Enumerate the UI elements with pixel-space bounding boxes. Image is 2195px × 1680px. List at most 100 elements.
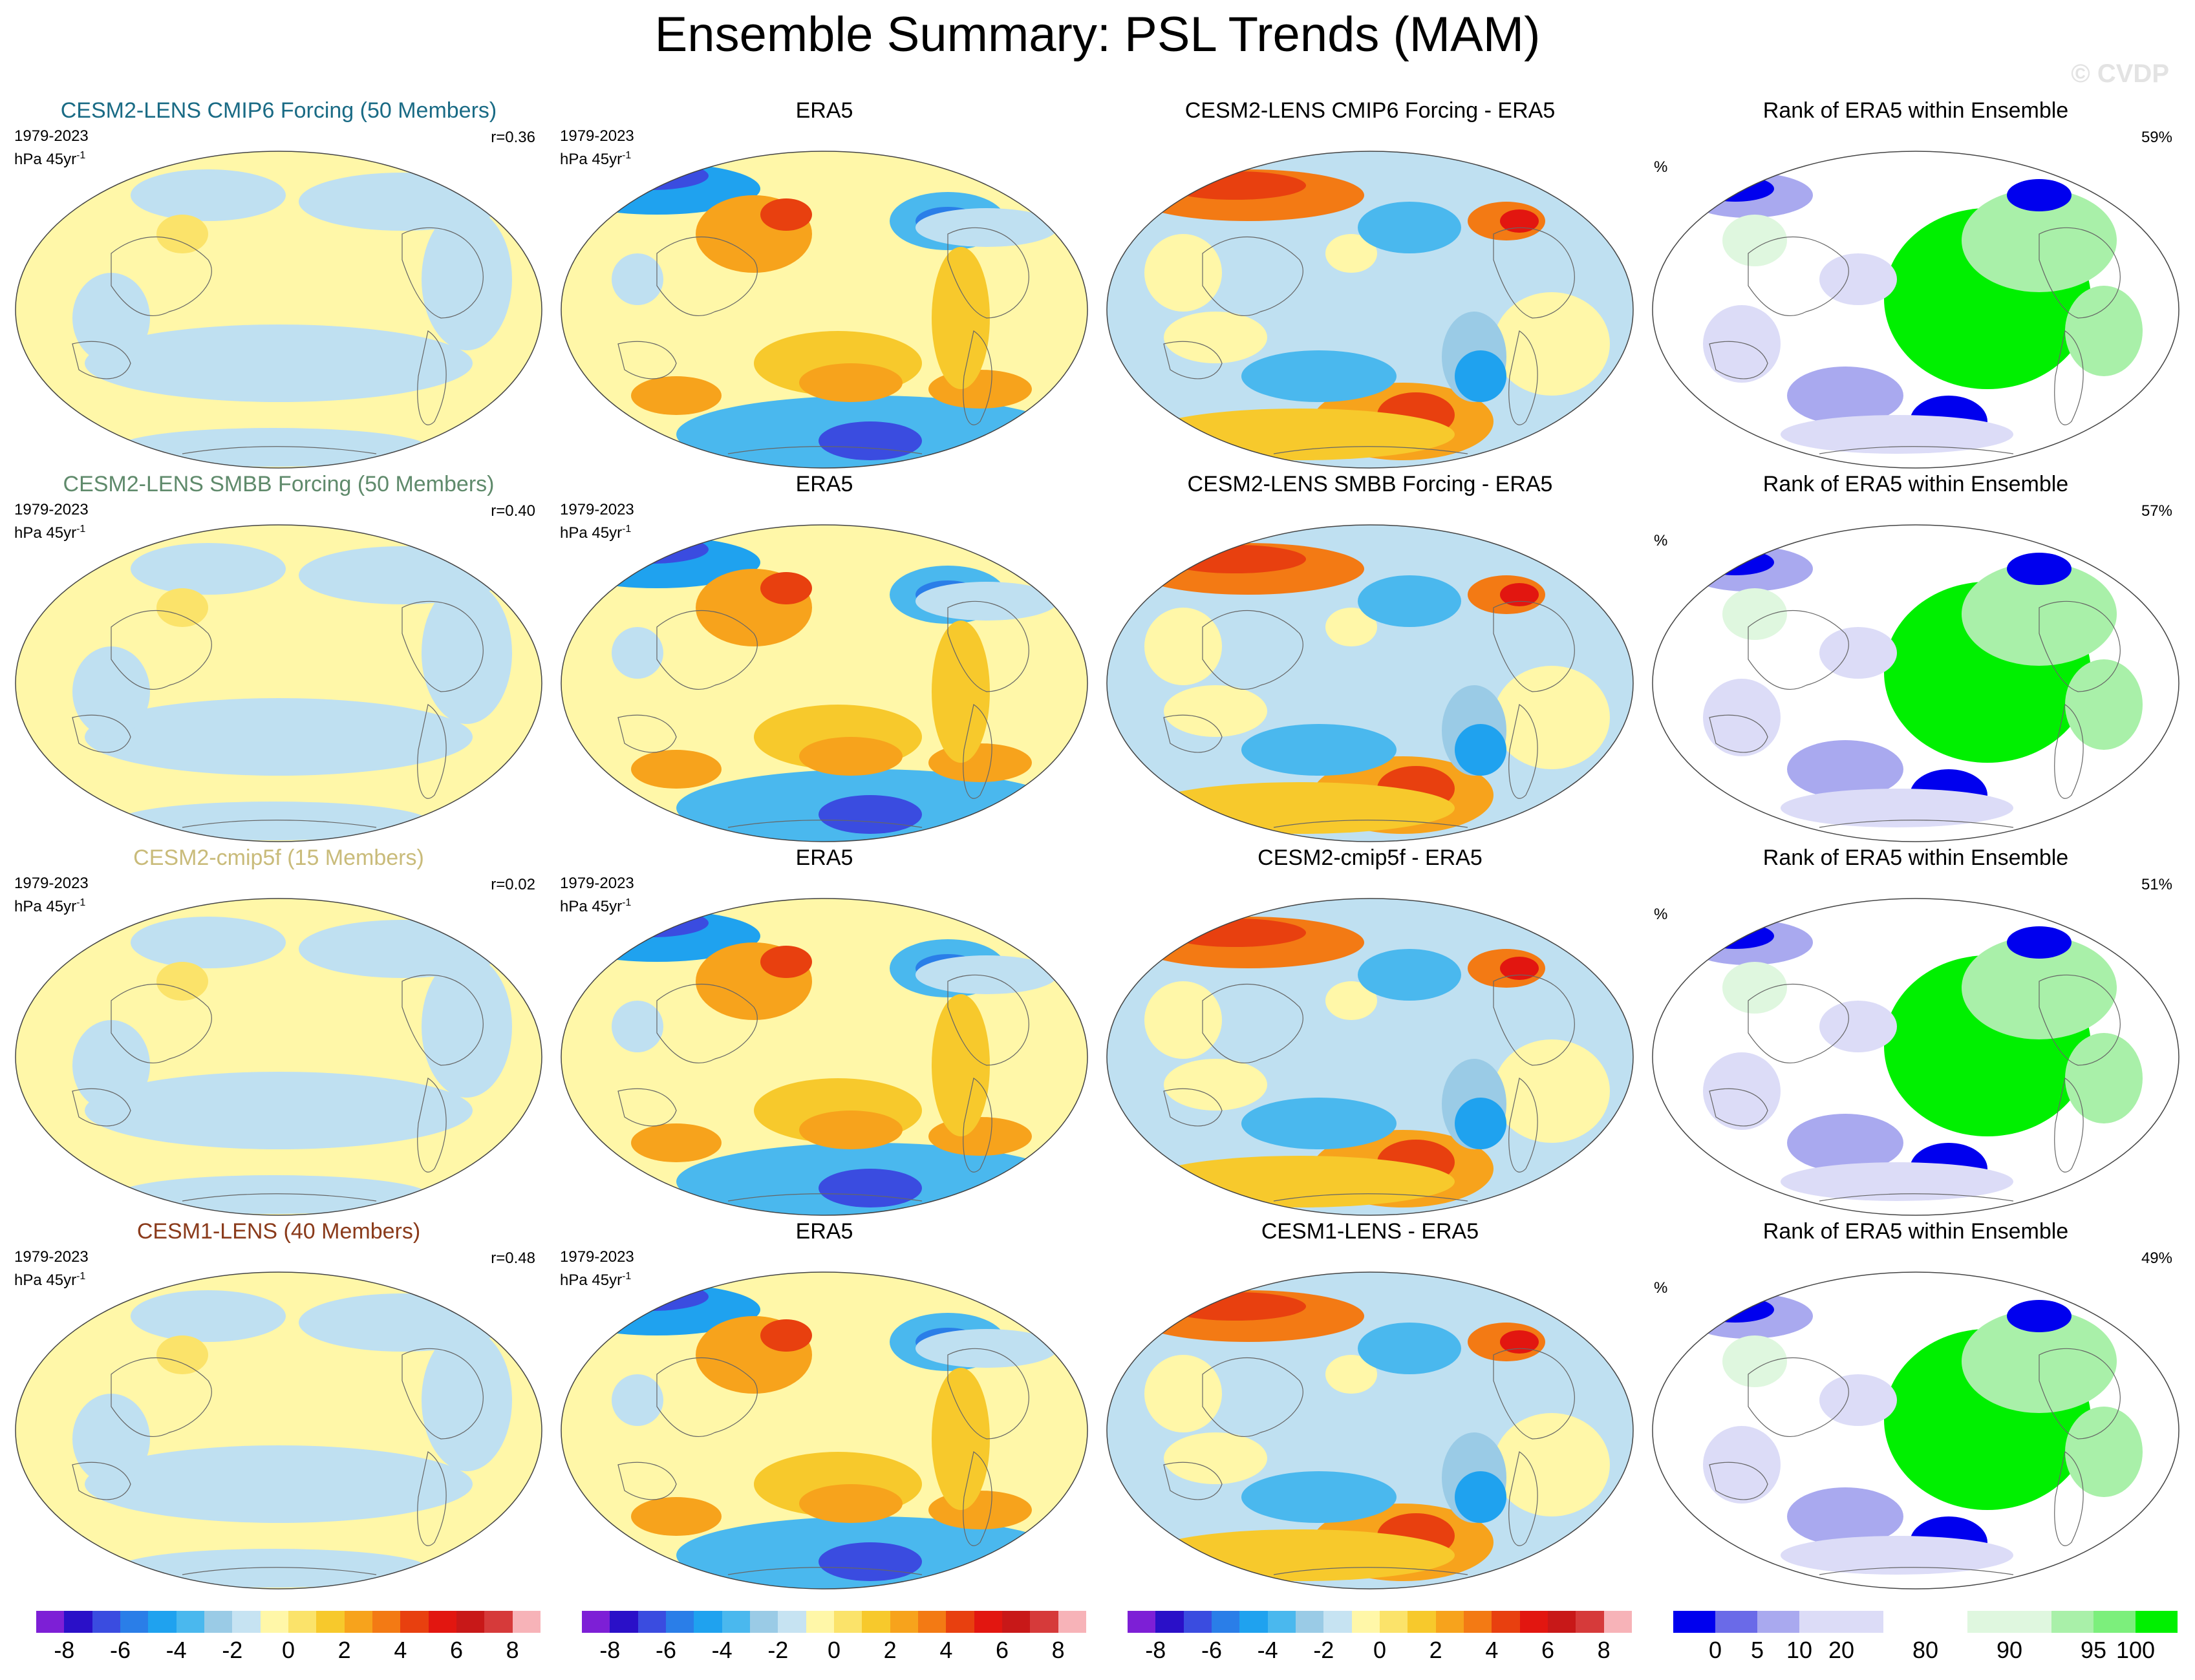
colorbar-swatch bbox=[1463, 1611, 1492, 1633]
coastline bbox=[1273, 820, 1468, 828]
coastline bbox=[402, 974, 484, 1066]
colorbar-tick-label: 8 bbox=[1051, 1637, 1065, 1663]
coastline bbox=[1709, 714, 1768, 753]
units-exponent: -1 bbox=[622, 897, 632, 908]
map-outline bbox=[1652, 898, 2179, 1216]
map-outline bbox=[561, 524, 1088, 842]
globe-map-rank bbox=[1652, 898, 2179, 1216]
colorbar-tick-label: -2 bbox=[1313, 1637, 1334, 1663]
coastline bbox=[1819, 820, 2014, 828]
colorbar-tick-label: -8 bbox=[599, 1637, 621, 1663]
panel-obs-row4: ERA5 1979-2023 hPa 45yr-1 bbox=[551, 1219, 1098, 1593]
coastline bbox=[656, 983, 758, 1064]
period-label: 1979-2023 bbox=[14, 875, 89, 892]
globe-map-model bbox=[15, 898, 542, 1216]
coastline bbox=[1202, 610, 1303, 690]
coastline bbox=[1709, 1088, 1768, 1127]
colorbar-swatch bbox=[2051, 1611, 2093, 1633]
coastline bbox=[402, 601, 484, 692]
colorbar-swatch bbox=[1323, 1611, 1352, 1633]
coastline bbox=[1273, 1567, 1468, 1575]
panel-title: Rank of ERA5 within Ensemble bbox=[1762, 1219, 2069, 1244]
colorbar-swatch bbox=[1239, 1611, 1268, 1633]
panel-diff-row3: CESM2-cmip5f - ERA5 bbox=[1097, 845, 1644, 1219]
colorbar-swatch bbox=[637, 1611, 666, 1633]
panel-title: ERA5 bbox=[795, 472, 853, 496]
period-units-label: 1979-2023 hPa 45yr-1 bbox=[14, 127, 89, 169]
colorbar-swatch bbox=[1408, 1611, 1436, 1633]
colorbar-swatch bbox=[806, 1611, 834, 1633]
map-outline bbox=[15, 898, 542, 1216]
coastline bbox=[1508, 704, 1538, 799]
period-units-label: 1979-2023 hPa 45yr-1 bbox=[560, 874, 634, 917]
coastline bbox=[182, 446, 377, 454]
period-units-label: 1979-2023 hPa 45yr-1 bbox=[14, 500, 89, 543]
coastline bbox=[1202, 1357, 1303, 1438]
colorbar-tick-label: 0 bbox=[281, 1637, 295, 1663]
coastline bbox=[617, 341, 677, 379]
colorbar-swatch bbox=[1267, 1611, 1296, 1633]
colorbar-tick-label: 80 bbox=[1912, 1637, 1939, 1663]
colorbar-3: -8 -6 -4 -2 0 2 4 6 8 bbox=[1128, 1611, 1632, 1665]
colorbar-swatch bbox=[456, 1611, 485, 1633]
colorbar-swatch bbox=[862, 1611, 890, 1633]
colorbar-swatch bbox=[232, 1611, 261, 1633]
panel-title: Rank of ERA5 within Ensemble bbox=[1762, 98, 2069, 123]
panel-title: Rank of ERA5 within Ensemble bbox=[1762, 845, 2069, 870]
coastline bbox=[2054, 1451, 2084, 1546]
colorbar-swatch bbox=[1547, 1611, 1576, 1633]
colorbar-swatch bbox=[1967, 1611, 2009, 1633]
colorbar-swatch bbox=[1058, 1611, 1086, 1633]
colorbar-swatch bbox=[1883, 1611, 1925, 1633]
units-label: hPa 45yr-1 bbox=[14, 1267, 89, 1290]
colorbar-tick-label: 100 bbox=[2115, 1637, 2156, 1663]
coastline bbox=[1508, 1451, 1538, 1546]
panel-rank-row3: Rank of ERA5 within Ensemble% 51% bbox=[1642, 845, 2189, 1219]
colorbar-swatch bbox=[36, 1611, 65, 1633]
globe-map-model bbox=[15, 524, 542, 842]
coastline bbox=[963, 330, 992, 425]
panel-diff-row2: CESM2-LENS SMBB Forcing - ERA5 bbox=[1097, 472, 1644, 845]
globe-map-obs bbox=[561, 151, 1088, 469]
period-label: 1979-2023 bbox=[560, 501, 634, 518]
coastline bbox=[72, 714, 131, 753]
colorbar-swatch bbox=[1128, 1611, 1156, 1633]
map-outline bbox=[1106, 898, 1634, 1216]
coastline bbox=[1493, 601, 1575, 692]
coastline bbox=[182, 820, 377, 828]
colorbar-swatch bbox=[512, 1611, 541, 1633]
units-text: hPa 45yr bbox=[14, 1271, 77, 1289]
units-text: hPa 45yr bbox=[560, 898, 623, 915]
colorbar-tick-label: 10 bbox=[1786, 1637, 1813, 1663]
coastline bbox=[1163, 714, 1223, 753]
colorbar-tick-label: 0 bbox=[1373, 1637, 1387, 1663]
period-label: 1979-2023 bbox=[560, 1248, 634, 1266]
units-label: hPa 45yr-1 bbox=[14, 520, 89, 543]
colorbar-swatch bbox=[204, 1611, 233, 1633]
units-text: hPa 45yr bbox=[560, 151, 623, 168]
colorbar-tick-label: -2 bbox=[222, 1637, 243, 1663]
units-exponent: -1 bbox=[76, 150, 86, 161]
colorbar-swatch bbox=[92, 1611, 120, 1633]
coastline bbox=[1273, 446, 1468, 454]
units-label: hPa 45yr-1 bbox=[14, 893, 89, 917]
colorbar-tick-label: 4 bbox=[394, 1637, 407, 1663]
coastline bbox=[417, 1451, 447, 1546]
colorbar-swatch bbox=[372, 1611, 401, 1633]
map-outline bbox=[1106, 524, 1634, 842]
units-text: hPa 45yr bbox=[14, 898, 77, 915]
colorbar-tick-label: 8 bbox=[506, 1637, 519, 1663]
colorbar-tick-label: 8 bbox=[1597, 1637, 1611, 1663]
coastline bbox=[2039, 601, 2121, 692]
panel-title: CESM2-LENS CMIP6 Forcing - ERA5 bbox=[1184, 98, 1556, 123]
colorbar-tick-label: -6 bbox=[1201, 1637, 1222, 1663]
units-exponent: -1 bbox=[76, 1271, 86, 1282]
colorbar-swatches bbox=[1673, 1611, 2178, 1633]
colorbar-tick-label: 6 bbox=[449, 1637, 464, 1663]
colorbar-swatch bbox=[722, 1611, 750, 1633]
colorbar-swatch bbox=[400, 1611, 429, 1633]
panel-model-row2: CESM2-LENS SMBB Forcing (50 Members) 1979… bbox=[5, 472, 552, 845]
coastline bbox=[1493, 227, 1575, 319]
coastline bbox=[1748, 236, 1849, 317]
globe-map-rank bbox=[1652, 524, 2179, 842]
